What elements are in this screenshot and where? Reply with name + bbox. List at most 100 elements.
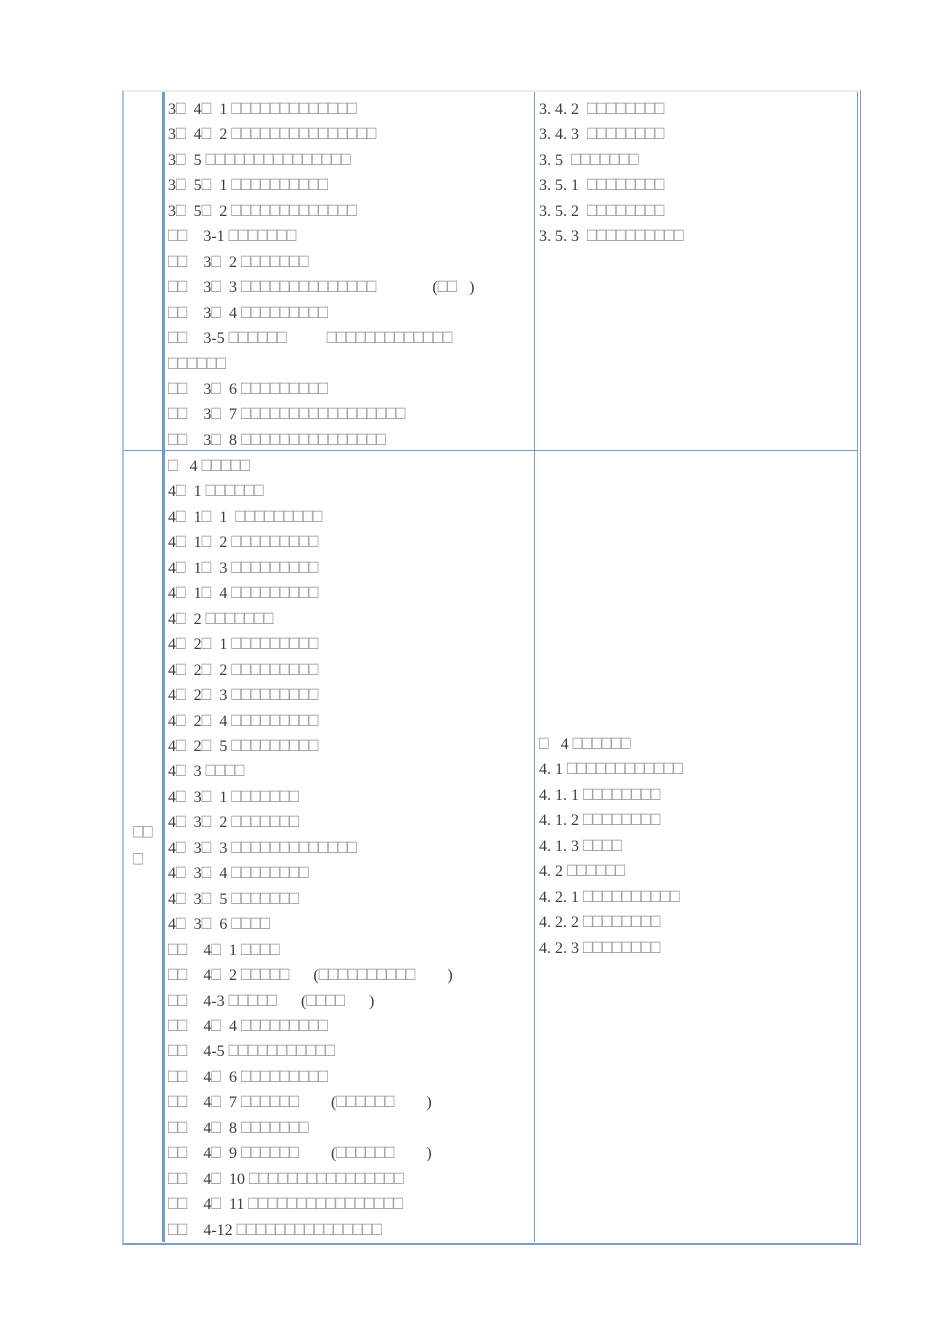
- missing-glyph-box: □: [366, 276, 377, 297]
- missing-glyph-box: □: [177, 1015, 188, 1036]
- missing-glyph-box: □: [395, 403, 406, 424]
- missing-glyph-box: □: [187, 352, 198, 374]
- missing-glyph-box: □: [582, 733, 593, 754]
- toc-line: 3□ 5 □□□□□□□□□□□□□□□: [168, 148, 534, 173]
- missing-glyph-box: □: [602, 809, 613, 830]
- missing-glyph-box: □: [347, 276, 358, 297]
- missing-glyph-box: □: [590, 149, 601, 170]
- missing-glyph-box: □: [241, 98, 251, 119]
- missing-glyph-box: □: [168, 1015, 178, 1036]
- missing-glyph-box: □: [270, 403, 280, 424]
- missing-glyph-box: □: [650, 936, 661, 958]
- missing-glyph-box: □: [260, 633, 271, 654]
- missing-glyph-box: □: [289, 429, 300, 450]
- missing-glyph-box: □: [260, 811, 271, 832]
- missing-glyph-box: □: [176, 149, 186, 170]
- missing-glyph-box: □: [278, 1168, 288, 1189]
- toc-line: □□ 4□ 9 □□□□□□ (□□□□□□ ): [168, 1141, 534, 1166]
- missing-glyph-box: □: [289, 1015, 300, 1036]
- toc-line: 4□ 1□ 2 □□□□□□□□□: [168, 530, 534, 555]
- missing-glyph-box: □: [221, 455, 231, 476]
- toc-line: □□ 4-5 □□□□□□□□□□□: [168, 1039, 534, 1064]
- missing-glyph-box: □: [277, 1040, 287, 1061]
- missing-glyph-box: □: [612, 886, 622, 907]
- toc-line: □ 4 □□□□□: [168, 454, 534, 479]
- missing-glyph-box: □: [244, 149, 255, 170]
- missing-glyph-box: □: [592, 835, 603, 856]
- missing-glyph-box: □: [606, 174, 617, 195]
- missing-glyph-box: □: [241, 1066, 251, 1087]
- toc-line: 4. 1. 1 □□□□□□□□: [539, 783, 857, 808]
- missing-glyph-box: □: [176, 760, 186, 781]
- missing-glyph-box: □: [250, 276, 261, 297]
- toc-line: 4. 2. 2 □□□□□□□□: [539, 910, 857, 935]
- missing-glyph-box: □: [279, 837, 290, 858]
- missing-glyph-box: □: [260, 709, 271, 731]
- missing-glyph-box: □: [299, 378, 309, 399]
- missing-glyph-box: □: [654, 174, 665, 195]
- missing-glyph-box: □: [201, 913, 212, 934]
- missing-glyph-box: □: [299, 709, 309, 731]
- missing-glyph-box: □: [365, 327, 376, 348]
- missing-glyph-box: □: [289, 557, 300, 578]
- toc-line: 4□ 2□ 1 □□□□□□□□□: [168, 632, 534, 657]
- missing-glyph-box: □: [366, 123, 377, 144]
- missing-glyph-box: □: [318, 98, 329, 119]
- missing-glyph-box: □: [318, 276, 329, 297]
- missing-glyph-box: □: [333, 1219, 344, 1240]
- toc-line: □□ 3-1 □□□□□□□: [168, 224, 534, 249]
- missing-glyph-box: □: [625, 200, 636, 221]
- missing-glyph-box: □: [318, 378, 329, 399]
- missing-glyph-box: □: [270, 1091, 280, 1112]
- missing-glyph-box: □: [347, 200, 358, 221]
- missing-glyph-box: □: [586, 860, 597, 881]
- missing-glyph-box: □: [384, 1091, 395, 1112]
- missing-glyph-box: □: [289, 1117, 300, 1138]
- missing-glyph-box: □: [211, 455, 222, 476]
- toc-line: □□ 3□ 7 □□□□□□□□□□□□□□□□□: [168, 402, 534, 427]
- missing-glyph-box: □: [176, 633, 186, 654]
- missing-glyph-box: □: [602, 936, 613, 958]
- missing-glyph-box: □: [279, 888, 290, 909]
- toc-line: 3. 4. 3 □□□□□□□□: [539, 122, 857, 147]
- toc-line: 3□ 4□ 2 □□□□□□□□□□□□□□□: [168, 122, 534, 147]
- missing-glyph-box: □: [270, 123, 280, 144]
- missing-glyph-box: □: [231, 811, 242, 832]
- missing-glyph-box: □: [315, 1040, 326, 1061]
- missing-glyph-box: □: [365, 1091, 376, 1112]
- missing-glyph-box: □: [635, 200, 646, 221]
- missing-glyph-box: □: [270, 786, 280, 807]
- missing-glyph-box: □: [168, 939, 178, 960]
- missing-glyph-box: □: [612, 784, 622, 805]
- missing-glyph-box: □: [645, 98, 655, 119]
- missing-glyph-box: □: [228, 225, 239, 246]
- missing-glyph-box: □: [260, 98, 271, 119]
- missing-glyph-box: □: [287, 1168, 298, 1189]
- missing-glyph-box: □: [635, 225, 646, 246]
- missing-glyph-box: □: [345, 1193, 355, 1214]
- missing-glyph-box: □: [299, 582, 309, 603]
- toc-line: 4. 2 □□□□□□: [539, 859, 857, 884]
- missing-glyph-box: □: [270, 378, 280, 399]
- missing-glyph-box: □: [592, 886, 603, 907]
- missing-glyph-box: □: [316, 1193, 326, 1214]
- missing-glyph-box: □: [621, 784, 632, 805]
- missing-glyph-box: □: [250, 200, 261, 221]
- missing-glyph-box: □: [201, 506, 212, 527]
- missing-glyph-box: □: [168, 1091, 178, 1112]
- missing-glyph-box: □: [580, 149, 591, 170]
- missing-glyph-box: □: [211, 1091, 222, 1112]
- missing-glyph-box: □: [201, 862, 212, 883]
- missing-glyph-box: □: [354, 1193, 365, 1214]
- missing-glyph-box: □: [345, 1168, 356, 1189]
- row-label-cell-chapter4: □□ □: [124, 451, 165, 1242]
- missing-glyph-box: □: [270, 1142, 280, 1163]
- missing-glyph-box: □: [611, 733, 622, 754]
- missing-glyph-box: □: [270, 964, 280, 985]
- missing-glyph-box: □: [279, 709, 290, 731]
- missing-glyph-box: □: [270, 837, 280, 858]
- missing-glyph-box: □: [250, 837, 261, 858]
- missing-glyph-box: □: [405, 964, 416, 985]
- missing-glyph-box: □: [365, 1142, 376, 1163]
- missing-glyph-box: □: [654, 200, 665, 221]
